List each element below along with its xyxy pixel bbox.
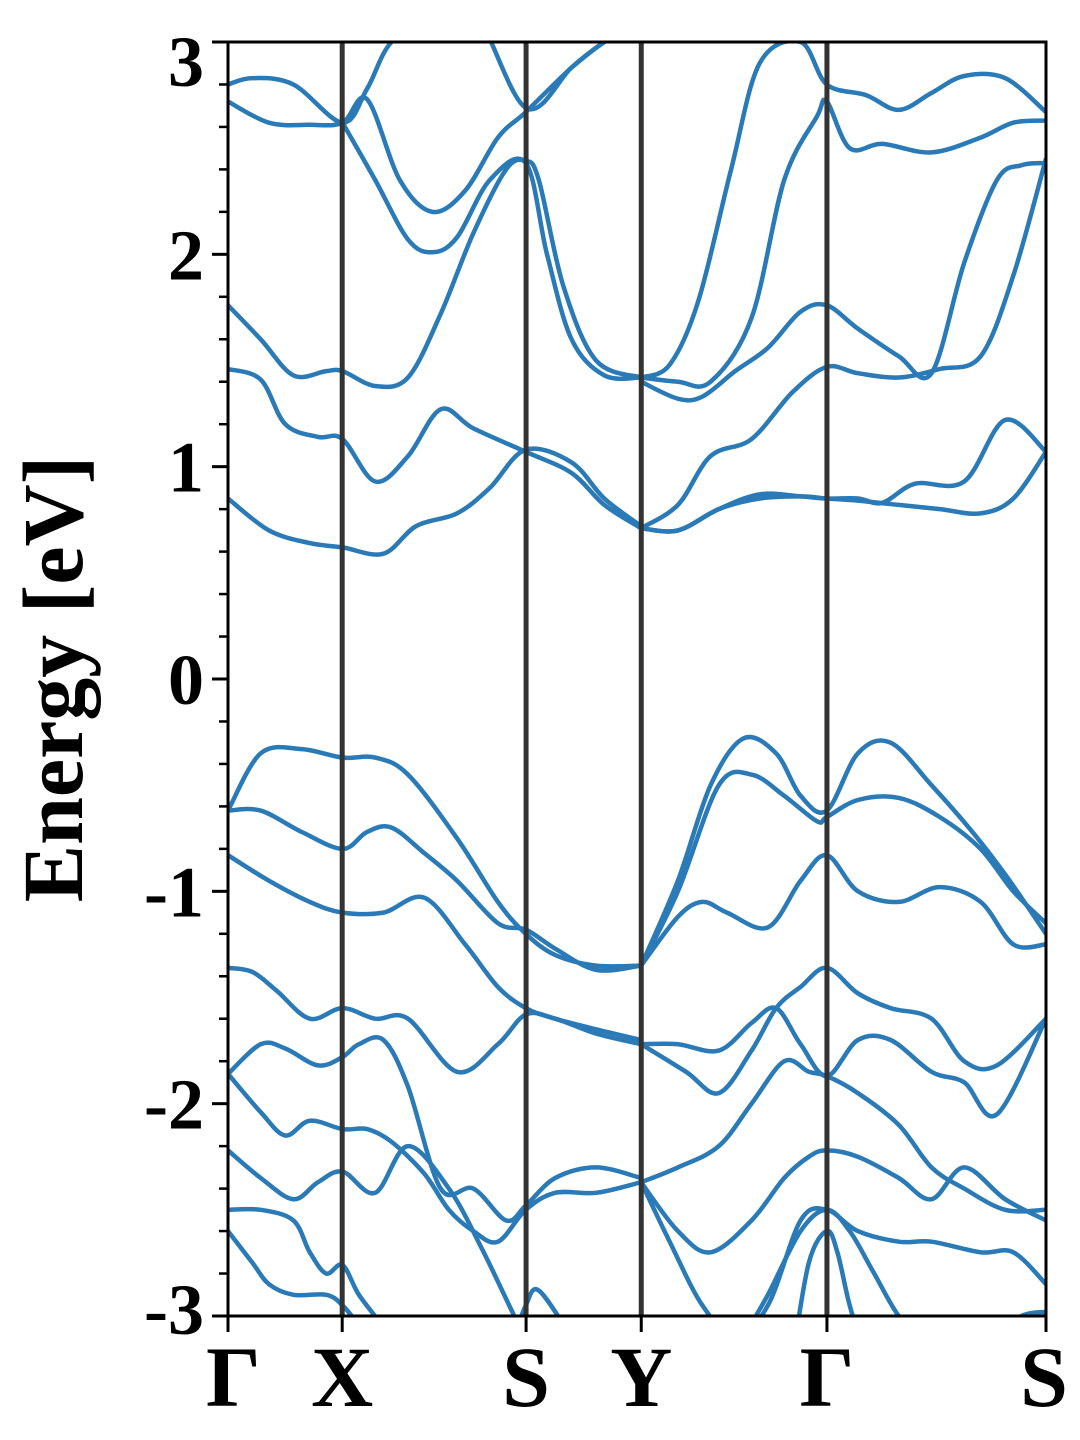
- y-axis-label: Energy [eV]: [5, 456, 101, 903]
- y-tick-label: 2: [168, 215, 204, 295]
- y-tick-label: -2: [144, 1065, 204, 1145]
- band-line-18: [638, 97, 1046, 389]
- band-line-2: [228, 42, 609, 215]
- band-line-30: [638, 1179, 1046, 1316]
- band-line-32: [796, 1228, 856, 1316]
- band-line-27: [638, 1005, 1046, 1119]
- band-line-31: [753, 1207, 1046, 1316]
- band-line-12: [228, 1071, 644, 1245]
- band-line-16: [519, 1287, 561, 1316]
- y-axis-ticks: 3 2 1 0 -1 -2 -3: [144, 22, 228, 1350]
- band-line-17: [638, 42, 1046, 380]
- kpoint-label-5: Γ: [800, 1329, 855, 1425]
- band-line-9: [228, 852, 644, 1043]
- y-tick-label: -3: [144, 1270, 204, 1350]
- y-tick-label: 1: [168, 428, 204, 508]
- band-line-3: [340, 120, 644, 381]
- y-tick-label: 3: [168, 22, 204, 102]
- band-line-26: [638, 965, 1046, 1096]
- band-line-8: [228, 806, 644, 973]
- band-line-24: [638, 769, 1046, 968]
- y-tick-label: -1: [144, 852, 204, 932]
- band-line-6: [228, 446, 644, 557]
- y-tick-label: 0: [168, 640, 204, 720]
- kpoint-label-1: Γ: [206, 1329, 261, 1425]
- kpoint-label-2: X: [311, 1329, 373, 1425]
- band-line-25: [638, 852, 1046, 968]
- plot-frame: [226, 40, 1048, 1318]
- kpoint-label-6: S: [1020, 1329, 1068, 1425]
- band-line-11: [228, 1035, 644, 1224]
- kpoint-label-3: S: [502, 1329, 550, 1425]
- band-line-19: [638, 160, 1046, 403]
- band-line-10: [228, 965, 644, 1075]
- band-line-14: [228, 1206, 378, 1316]
- kpoint-label-4: Y: [610, 1329, 672, 1425]
- high-symmetry-lines: [339, 42, 830, 1316]
- band-line-7: [228, 744, 644, 969]
- band-line-13: [228, 1143, 517, 1316]
- band-line-15: [228, 1228, 355, 1316]
- band-line-20: [638, 156, 1046, 531]
- band-line-22: [638, 449, 1046, 534]
- band-line-5: [228, 366, 644, 531]
- energy-bands: [228, 42, 1046, 1316]
- band-line-4: [228, 157, 644, 390]
